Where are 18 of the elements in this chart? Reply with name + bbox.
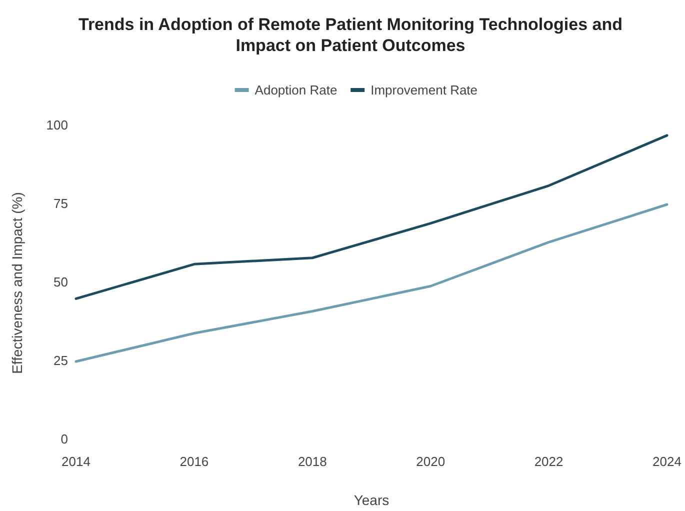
x-tick-label: 2018 [298, 454, 327, 469]
x-tick-label: 2020 [416, 454, 446, 469]
x-tick-label: 2024 [652, 454, 682, 469]
y-tick-label: 25 [54, 352, 68, 368]
x-tick-label: 2014 [62, 454, 90, 469]
x-tick-label: 2016 [180, 454, 209, 469]
x-tick-label: 2022 [534, 454, 564, 469]
y-tick-label: 100 [46, 117, 68, 132]
y-axis-title: Effectiveness and Impact (%) [9, 192, 25, 374]
y-tick-label: 75 [54, 196, 68, 211]
x-axis-title: Years [354, 492, 390, 508]
legend-label: Adoption Rate [254, 82, 338, 98]
chart-title: Trends in Adoption of Remote Patient Monitoring Technologies and Impact on Patient Outcomes [78, 15, 622, 55]
y-tick-label: 50 [54, 274, 68, 290]
line-series [74, 203, 668, 363]
line-series [74, 134, 668, 300]
y-tick-label: 0 [60, 431, 68, 446]
legend-label: Improvement Rate [370, 82, 478, 98]
